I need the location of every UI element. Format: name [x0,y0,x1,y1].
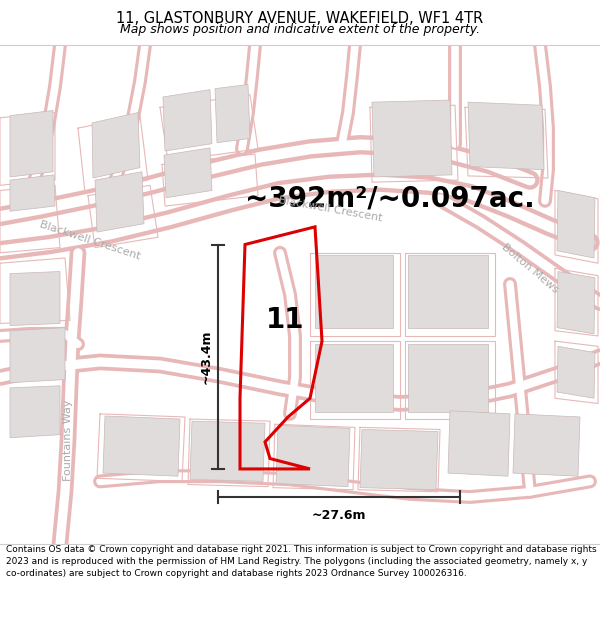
Polygon shape [164,148,212,198]
Text: Blackwell Crescent: Blackwell Crescent [277,195,383,223]
Polygon shape [103,416,180,476]
Polygon shape [372,100,452,177]
Text: Contains OS data © Crown copyright and database right 2021. This information is : Contains OS data © Crown copyright and d… [6,545,596,578]
Polygon shape [10,111,53,177]
Text: Map shows position and indicative extent of the property.: Map shows position and indicative extent… [120,23,480,36]
Text: 11, GLASTONBURY AVENUE, WAKEFIELD, WF1 4TR: 11, GLASTONBURY AVENUE, WAKEFIELD, WF1 4… [116,11,484,26]
Polygon shape [92,112,140,178]
Polygon shape [10,386,60,438]
Polygon shape [276,425,350,487]
Polygon shape [557,271,595,334]
Polygon shape [10,271,60,326]
Text: 11: 11 [266,306,304,334]
Polygon shape [557,346,595,398]
Polygon shape [315,255,393,328]
Polygon shape [315,344,393,412]
Polygon shape [448,411,510,476]
Text: ~43.4m: ~43.4m [200,329,213,384]
Polygon shape [163,89,212,151]
Polygon shape [557,191,595,258]
Polygon shape [10,328,65,382]
Text: Bolton Mews: Bolton Mews [500,242,560,295]
Polygon shape [468,102,544,169]
Polygon shape [513,414,580,476]
Polygon shape [360,429,438,490]
Polygon shape [95,172,144,232]
Polygon shape [215,84,250,142]
Text: ~27.6m: ~27.6m [312,509,366,522]
Text: Blackwell Crescent: Blackwell Crescent [38,219,142,261]
Polygon shape [408,344,488,412]
Polygon shape [10,175,55,211]
Polygon shape [190,421,265,481]
Polygon shape [408,255,488,328]
Text: Fountains Way: Fountains Way [63,399,73,481]
Text: ~392m²/~0.097ac.: ~392m²/~0.097ac. [245,185,535,213]
